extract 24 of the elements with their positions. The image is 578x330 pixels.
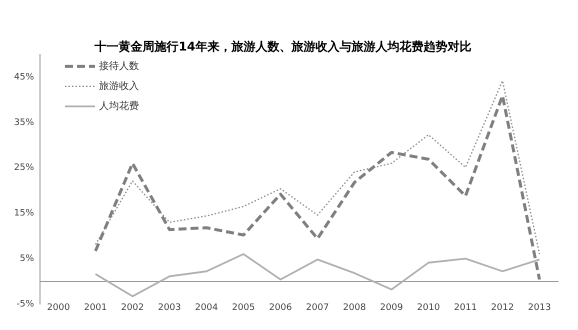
y-tick-label: 15% — [14, 208, 34, 219]
x-tick-label: 2011 — [454, 303, 477, 314]
x-tick-label: 2012 — [491, 303, 514, 314]
x-tick-label: 2002 — [121, 303, 144, 314]
x-tick-label: 2001 — [84, 303, 107, 314]
legend-label: 旅游收入 — [99, 80, 140, 92]
y-tick-label: 45% — [14, 72, 34, 82]
x-tick-label: 2006 — [269, 303, 292, 314]
y-tick-label: 25% — [14, 163, 34, 174]
x-tick-label: 2013 — [528, 303, 551, 314]
chart-title: 十一黄金周施行14年来，旅游人数、旅游收入与旅游人均花费趋势对比 — [94, 39, 472, 54]
x-tick-label: 2008 — [343, 303, 366, 314]
y-tick-label: 5% — [20, 254, 34, 264]
y-tick-label: 35% — [14, 118, 34, 128]
x-tick-label: 2007 — [306, 303, 329, 314]
x-tick-label: 2000 — [47, 303, 70, 314]
x-tick-label: 2004 — [195, 303, 218, 314]
legend-label: 人均花费 — [99, 100, 140, 112]
y-tick-label: -5% — [16, 299, 34, 310]
legend-label: 接待人数 — [99, 60, 140, 72]
x-tick-label: 2009 — [380, 303, 404, 314]
x-tick-label: 2005 — [232, 303, 255, 314]
x-tick-label: 2003 — [158, 303, 181, 314]
x-tick-label: 2010 — [417, 303, 440, 314]
